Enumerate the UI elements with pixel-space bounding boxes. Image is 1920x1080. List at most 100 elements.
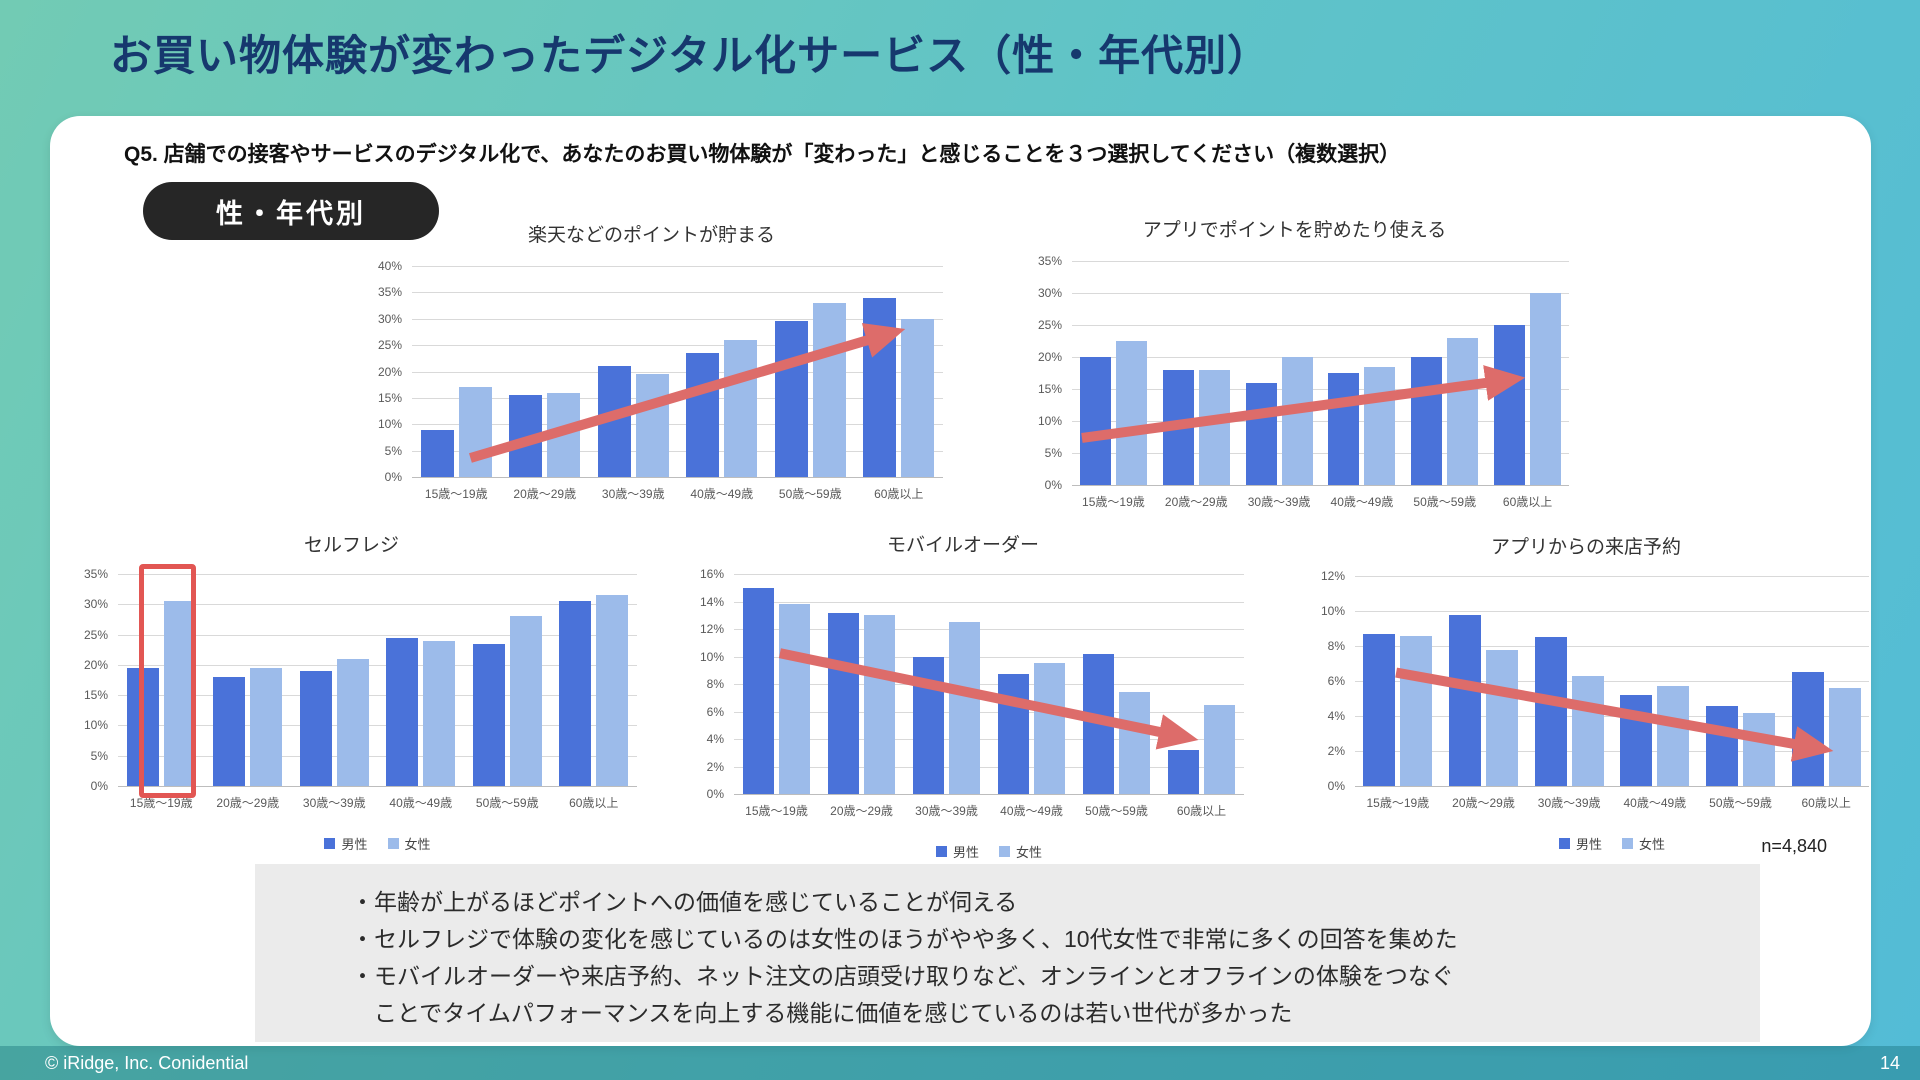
gridline <box>412 292 943 294</box>
y-tick-label: 40% <box>377 259 402 273</box>
bar-male <box>559 601 592 786</box>
y-tick-label: 14% <box>699 594 724 609</box>
y-tick-label: 8% <box>706 677 724 691</box>
y-tick-label: 20% <box>377 364 402 379</box>
legend-label: 女性 <box>404 837 431 852</box>
gridline <box>412 477 943 478</box>
chart-store-reservation: アプリからの来店予約 0% 2% 4% 6% 8% 10% 12% 15歳〜19歳 20歳〜29歳… <box>1303 532 1869 876</box>
bar-male <box>828 612 859 794</box>
bar-male <box>998 674 1029 794</box>
gridline <box>734 766 1244 768</box>
x-axis-label: 15歳〜19歳 <box>424 487 488 501</box>
x-axis-label: 50歳〜59歳 <box>1709 796 1772 810</box>
legend-swatch <box>935 846 947 857</box>
gridline <box>118 695 637 697</box>
page-title: お買い物体験が変わったデジタル化サービス（性・年代別） <box>110 32 1271 79</box>
x-axis-label: 60歳以上 <box>874 487 924 501</box>
legend-label: 女性 <box>1016 845 1043 860</box>
bar-female <box>635 374 669 477</box>
y-tick-label: 10% <box>1320 604 1345 618</box>
chart-plot: 0% 5% 10% 15% 20% 25% 30% 35% 15歳〜19歳 20歳〜29歳 30歳〜… <box>1038 254 1569 509</box>
question-text: Q5. 店舗での接客やサービスのデジタル化で、あなたのお買い物体験が「変わった」… <box>124 143 1401 166</box>
chart-rakuten-points: 楽天などのポイントが貯まる 0% 5% 10% 15% 20% 25% 30% 35% 40% 15… <box>360 220 943 567</box>
bar-male <box>863 297 897 477</box>
y-tick-label: 10% <box>1037 414 1062 428</box>
legend-label: 男性 <box>1575 837 1602 852</box>
chart-plot: 0% 2% 4% 6% 8% 10% 12% 15歳〜19歳 20歳〜29歳 30歳〜39歳 40歳… <box>1321 569 1869 810</box>
legend-swatch <box>387 838 399 849</box>
gridline <box>118 725 637 727</box>
gridline <box>412 318 943 320</box>
chart-title: モバイルオーダー <box>886 535 1039 556</box>
sample-size: n=4,840 <box>1761 836 1827 856</box>
bar-female <box>949 622 980 794</box>
bar-male <box>299 670 332 786</box>
bar-female <box>1828 688 1861 786</box>
summary-line: ことでタイムパフォーマンスを向上する機能に価値を感じているのは若い世代が多かった <box>351 1000 1293 1026</box>
x-axis-label: 15歳〜19歳 <box>1082 495 1145 509</box>
y-tick-label: 8% <box>1327 639 1345 653</box>
bar-female <box>901 318 935 477</box>
bar-female <box>596 595 629 786</box>
y-tick-label: 0% <box>1044 478 1062 492</box>
y-tick-label: 0% <box>1327 779 1345 793</box>
y-tick-label: 15% <box>377 390 402 405</box>
chart-plot: 0% 2% 4% 6% 8% 10% 12% 14% 16% 15歳〜19歳 20歳〜29歳 30歳〜… <box>700 567 1244 818</box>
chart-title: アプリからの来店予約 <box>1490 537 1681 558</box>
bar-female <box>1119 692 1150 794</box>
gridline <box>1072 485 1569 486</box>
legend-swatch <box>1558 838 1570 849</box>
bar-male <box>386 637 419 786</box>
x-axis-label: 50歳〜59歳 <box>778 487 842 501</box>
gridline <box>1072 293 1569 294</box>
gridline <box>1072 261 1569 262</box>
y-tick-label: 25% <box>1037 318 1062 332</box>
y-tick-label: 35% <box>1037 254 1062 268</box>
bar-male <box>1620 695 1653 786</box>
gridline <box>734 629 1244 630</box>
bar-female <box>864 615 895 794</box>
x-axis-label: 40歳〜49歳 <box>1000 804 1063 818</box>
bar-male <box>686 353 720 477</box>
bar-male <box>509 395 543 477</box>
legend-swatch <box>324 838 336 849</box>
x-axis-label: 15歳〜19歳 <box>745 804 808 818</box>
x-axis-label: 40歳〜49歳 <box>1330 495 1394 509</box>
y-tick-label: 20% <box>83 657 108 672</box>
bar-female <box>1115 341 1147 485</box>
bar-male <box>420 429 454 477</box>
summary-box: ・年齢が上がるほどポイントへの価値を感じていることが伺える ・セルフレジで体験の… <box>255 864 1760 1042</box>
y-tick-label: 5% <box>90 748 108 763</box>
legend-swatch <box>999 846 1010 857</box>
legend-label: 男性 <box>341 837 368 852</box>
summary-line: ・セルフレジで体験の変化を感じているのは女性のほうがやや多く、10代女性で非常に… <box>351 926 1458 952</box>
gridline <box>412 266 943 267</box>
bar-male <box>1791 672 1824 786</box>
x-axis-label: 40歳〜49歳 <box>1623 796 1687 810</box>
y-tick-label: 15% <box>83 688 108 703</box>
gridline <box>118 574 637 575</box>
highlight-box <box>138 564 196 798</box>
x-axis-label: 30歳〜39歳 <box>915 804 978 818</box>
gridline <box>734 574 1244 575</box>
chart-plot: 0% 5% 10% 15% 20% 25% 30% 35% 40% 15歳〜19歳 20歳〜29歳 3… <box>378 259 943 501</box>
y-tick-label: 30% <box>1037 286 1062 300</box>
y-tick-label: 30% <box>377 311 402 326</box>
bar-male <box>913 656 944 794</box>
bar-male <box>774 321 808 477</box>
y-tick-label: 4% <box>706 732 724 746</box>
bar-female <box>163 601 196 786</box>
segment-badge: 性・年代別 <box>143 182 439 240</box>
x-axis-label: 60歳以上 <box>1801 796 1851 810</box>
gridline <box>734 656 1244 658</box>
y-tick-label: 30% <box>83 597 108 612</box>
y-tick-label: 15% <box>1037 382 1062 396</box>
chart-legend: 男性 女性 <box>734 842 1244 861</box>
chart-app-points: アプリでポイントを貯めたり使える 0% 5% 10% 15% 20% 25% 30% 35% 15… <box>1020 215 1569 575</box>
y-tick-label: 6% <box>1327 674 1345 688</box>
footer: © iRidge, Inc. Conidential 14 <box>0 1046 1920 1080</box>
chart-title: 楽天などのポイントが貯まる <box>527 225 775 246</box>
x-axis-label: 60歳以上 <box>1502 495 1553 509</box>
y-tick-label: 10% <box>377 417 402 432</box>
gridline <box>118 634 637 636</box>
